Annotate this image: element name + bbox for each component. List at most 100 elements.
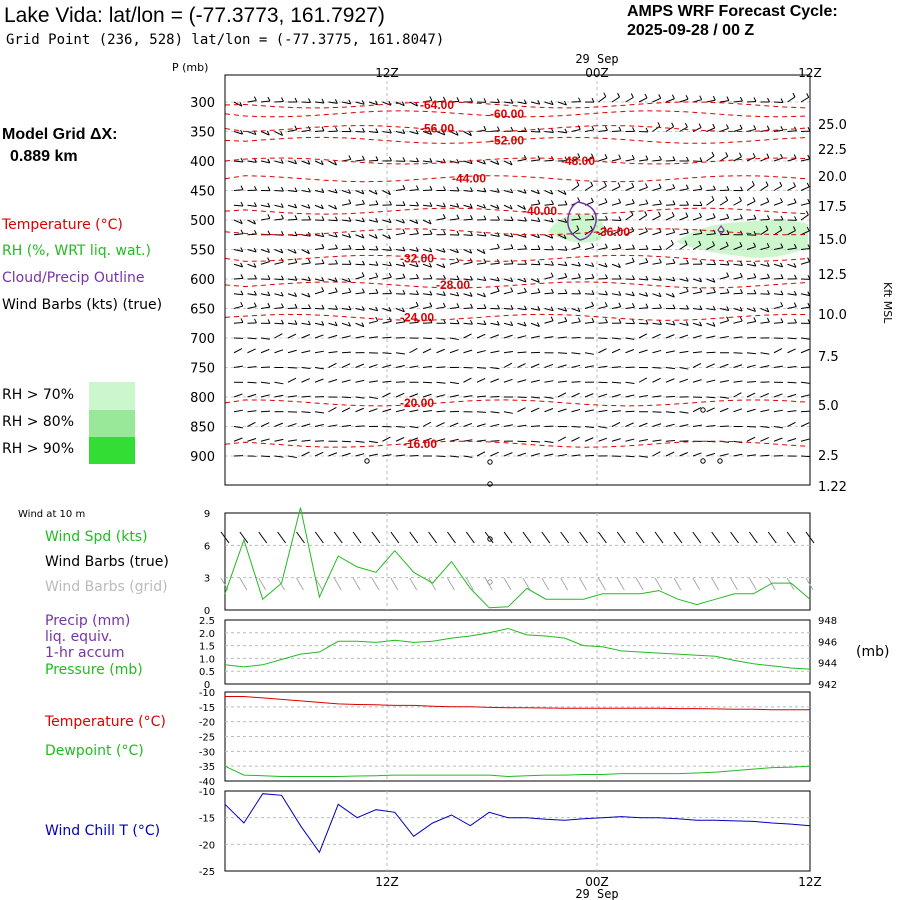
wind-barb bbox=[679, 188, 689, 191]
wind-barb bbox=[274, 438, 284, 442]
wind-barb-flag bbox=[375, 306, 379, 312]
wind-barb bbox=[557, 101, 567, 106]
wind-barb bbox=[247, 366, 257, 368]
wind-barb-flag bbox=[456, 275, 460, 280]
wind-barb bbox=[274, 249, 284, 254]
wind-barb-flag bbox=[550, 189, 554, 195]
wind-barb bbox=[706, 99, 716, 103]
rh-legend-90-label: RH > 90% bbox=[2, 441, 75, 457]
wind-barb-flag bbox=[428, 219, 432, 225]
wind-barb-flag bbox=[644, 227, 648, 232]
wind-barb bbox=[706, 291, 716, 295]
wind-barb-flag bbox=[672, 304, 676, 309]
legend-wind-barbs: Wind Barbs (kts) (true) bbox=[2, 297, 163, 313]
pressure-panel-tick-label: 2.5 bbox=[199, 616, 215, 627]
wind-barb-flag bbox=[510, 216, 514, 221]
wind-barb bbox=[463, 293, 473, 297]
windchill-panel-tick-label: -20 bbox=[199, 840, 215, 851]
wind-barb bbox=[328, 204, 337, 210]
wind-barb-flag bbox=[699, 305, 703, 310]
calm-wind-circle bbox=[487, 579, 493, 585]
wind-barb bbox=[463, 349, 473, 354]
wind-barb-flag bbox=[658, 276, 662, 281]
wind-barb bbox=[719, 100, 729, 103]
wind-barb bbox=[503, 378, 513, 383]
wind-barb bbox=[517, 363, 526, 368]
wind-barb-flag bbox=[348, 260, 352, 265]
wind-barb bbox=[503, 351, 513, 354]
wind-barb-flag bbox=[522, 205, 526, 210]
wind-barb bbox=[773, 263, 783, 268]
wind-barb-flag bbox=[361, 155, 365, 161]
wind-barb-flag bbox=[645, 275, 649, 281]
wind-barb bbox=[800, 438, 810, 442]
wind-barb-flag bbox=[281, 186, 284, 192]
wind-barb bbox=[490, 278, 500, 282]
wind-barb bbox=[611, 306, 621, 309]
wind-barb bbox=[760, 365, 770, 368]
wind-barb bbox=[679, 452, 688, 457]
wind-barb-flag bbox=[293, 249, 297, 254]
wind-barb bbox=[557, 190, 567, 196]
wind-barb bbox=[773, 129, 783, 132]
wind-barb-flag bbox=[402, 218, 405, 224]
wind-barb-flag bbox=[321, 98, 325, 104]
wind-barb bbox=[665, 322, 675, 326]
wind-barb bbox=[679, 378, 689, 383]
wind-barb bbox=[382, 190, 391, 196]
wind-barb-flag bbox=[443, 230, 446, 235]
legend-dewpoint: Dewpoint (°C) bbox=[45, 743, 144, 759]
wind-barb-flag bbox=[240, 301, 244, 307]
temp-panel-tick-label: -30 bbox=[199, 747, 215, 758]
wind-barb bbox=[463, 131, 472, 137]
wind-barb-flag bbox=[685, 321, 689, 326]
wind-barb-flag bbox=[605, 215, 608, 221]
wind-barb bbox=[274, 218, 284, 221]
wind-barb-flag bbox=[739, 306, 743, 312]
wind-barb-flag bbox=[456, 230, 460, 236]
wind-barb bbox=[625, 306, 635, 309]
wind-barb-flag bbox=[807, 257, 811, 262]
wind-barb bbox=[584, 352, 594, 355]
wind-barb-true bbox=[333, 531, 343, 544]
wind-barb bbox=[517, 291, 527, 295]
wind-barb bbox=[503, 291, 513, 295]
wind-barb bbox=[287, 218, 298, 221]
wind-barb bbox=[436, 217, 446, 221]
pressure-tick-label: 750 bbox=[190, 362, 215, 377]
wind-barb bbox=[341, 203, 351, 206]
wind-barb bbox=[463, 278, 473, 281]
wind-barb bbox=[598, 96, 607, 103]
wind-barb bbox=[328, 322, 338, 327]
wind-barb bbox=[773, 305, 783, 309]
wind-barb bbox=[733, 392, 742, 398]
wind-barb-flag bbox=[267, 202, 271, 208]
wind-barb bbox=[287, 249, 297, 254]
wind-barb bbox=[638, 394, 648, 398]
wind-barb-flag bbox=[536, 322, 540, 327]
wind-barb bbox=[692, 362, 702, 368]
wind-barb bbox=[328, 406, 337, 413]
wind-barb-flag bbox=[672, 320, 676, 326]
wind-barb-flag bbox=[699, 259, 703, 265]
wind-barb-flag bbox=[712, 95, 716, 101]
wind-barb-flag bbox=[645, 258, 649, 263]
wind-barb-flag bbox=[537, 99, 541, 105]
wind-barb bbox=[409, 393, 419, 398]
wind-barb bbox=[625, 337, 635, 340]
wind-barb bbox=[652, 159, 662, 162]
wind-barb bbox=[787, 230, 796, 236]
wind-barb-flag bbox=[321, 243, 325, 249]
wind-barb bbox=[476, 451, 486, 457]
wind-barb bbox=[733, 308, 743, 312]
wind-barb-flag bbox=[388, 307, 392, 312]
wind-barb bbox=[503, 362, 513, 368]
wind-barb bbox=[422, 249, 432, 253]
rh-legend-90-swatch bbox=[89, 437, 135, 464]
wind-barb-flag bbox=[509, 160, 513, 166]
wind-barb-flag bbox=[455, 131, 459, 136]
wind-barb bbox=[328, 160, 337, 166]
wind-barb-flag bbox=[658, 199, 662, 205]
wind-barb bbox=[247, 421, 256, 427]
